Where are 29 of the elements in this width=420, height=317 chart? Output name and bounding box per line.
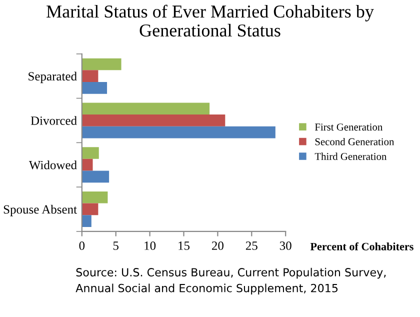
legend-label: Third Generation <box>314 152 387 160</box>
x-tick-label: 20 <box>212 241 224 250</box>
x-tick-label: 25 <box>246 242 258 250</box>
x-tick-label: 0 <box>79 241 85 250</box>
legend-label: First Generation <box>314 124 382 131</box>
x-tick-label: 10 <box>144 241 156 250</box>
source-note: Source: U.S. Census Bureau, Current Population Survey, Annual Social and Economic Supplement, 2015 <box>76 268 386 294</box>
bar <box>82 215 92 227</box>
x-tick-label: 15 <box>178 242 190 250</box>
bar <box>82 191 108 204</box>
bar <box>82 70 98 82</box>
legend-label: Second Generation <box>315 138 394 146</box>
x-tick-label: 30 <box>280 241 292 250</box>
bar <box>82 82 108 94</box>
bar <box>82 170 110 183</box>
bar <box>82 58 122 70</box>
bar <box>82 102 210 115</box>
x-tick-label: 5 <box>113 242 118 250</box>
bar <box>82 203 98 216</box>
bar <box>82 147 99 159</box>
y-tick-label: Widowed <box>28 160 77 170</box>
y-tick-label: Divorced <box>30 116 77 125</box>
x-axis-title: Percent of Cohabiters <box>310 242 414 250</box>
bar <box>82 126 276 138</box>
chart-title: Marital Status of Ever Married Cohabiters by Generational Status <box>46 4 374 37</box>
bar <box>82 114 226 126</box>
y-tick-label: Spouse Absent <box>4 204 77 216</box>
y-tick-label: Separated <box>28 72 77 84</box>
bar <box>82 158 93 171</box>
